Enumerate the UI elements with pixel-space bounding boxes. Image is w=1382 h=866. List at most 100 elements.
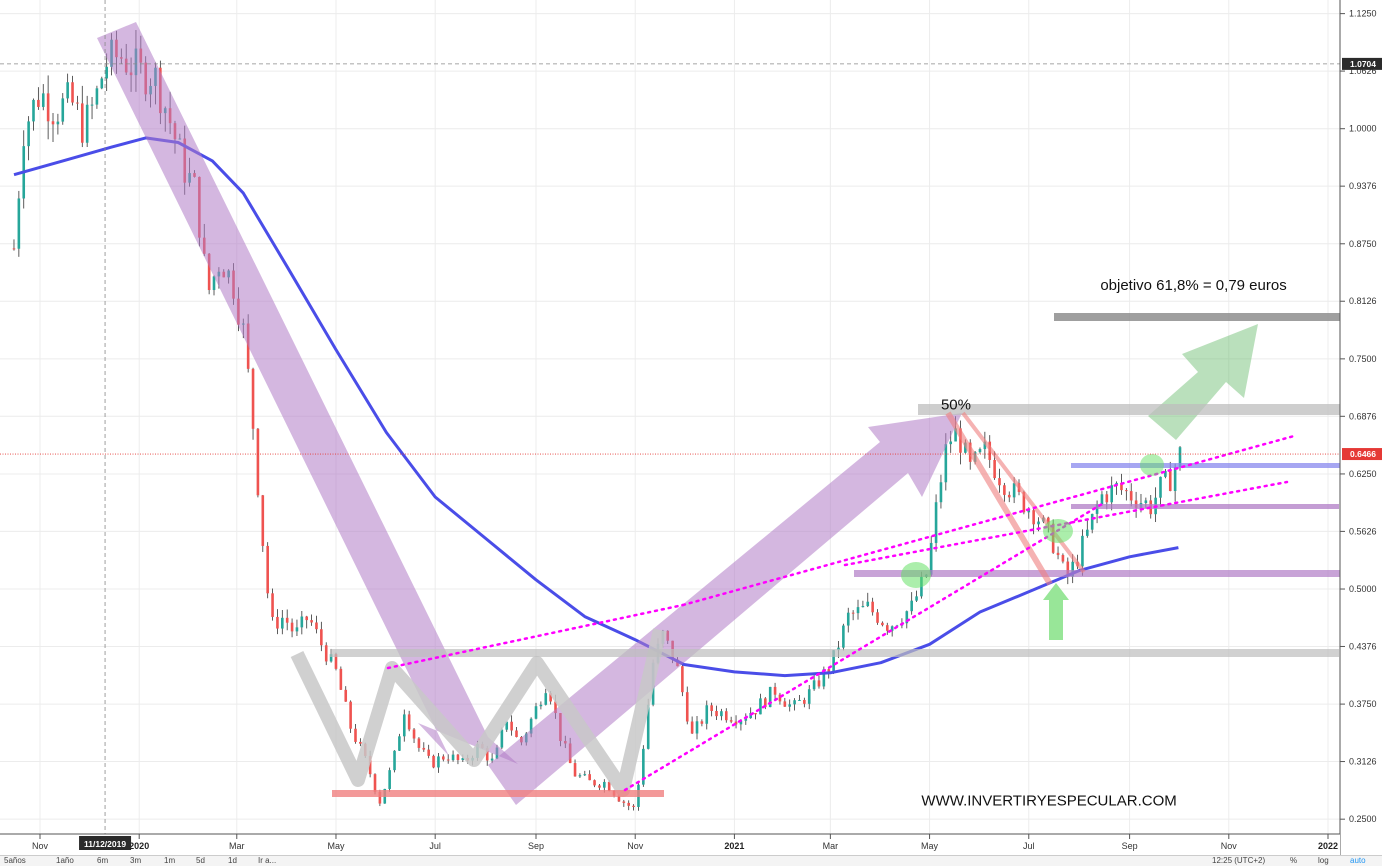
- candle-body: [681, 666, 684, 693]
- period-1d-button[interactable]: 1d: [228, 856, 237, 865]
- candle-body: [783, 701, 787, 707]
- candle-body: [998, 478, 1001, 486]
- highlight-circle-3: [1140, 454, 1164, 476]
- candle-body: [734, 721, 738, 725]
- candle-body: [1110, 485, 1114, 503]
- candle-body: [256, 428, 260, 496]
- candle-body: [310, 620, 313, 623]
- candle-body: [490, 758, 494, 761]
- candle-body: [461, 758, 465, 761]
- candle-body: [954, 428, 957, 442]
- goto-date-button[interactable]: Ir a...: [258, 856, 277, 865]
- candle-body: [695, 721, 699, 734]
- candle-body: [978, 449, 982, 453]
- candle-body: [1066, 561, 1070, 577]
- y-tick-label: 0.5000: [1349, 584, 1377, 594]
- candle-body: [881, 622, 884, 626]
- candle-body: [105, 66, 108, 79]
- candle-body: [798, 699, 801, 701]
- candle-body: [851, 612, 855, 614]
- candle-body: [261, 495, 265, 546]
- candle-body: [359, 741, 362, 744]
- candle-body: [368, 755, 372, 775]
- candle-body: [949, 441, 953, 445]
- y-tick-label: 0.3750: [1349, 699, 1377, 709]
- x-tick-label: Sep: [528, 841, 544, 851]
- candle-body: [724, 711, 728, 721]
- candle-body: [861, 606, 865, 608]
- candle-body: [56, 121, 60, 125]
- auto-scale-button[interactable]: auto: [1350, 856, 1366, 865]
- clock-label: 12:25 (UTC+2): [1212, 856, 1266, 865]
- period-6m-button[interactable]: 6m: [97, 856, 109, 865]
- x-tick-label: Nov: [1221, 841, 1238, 851]
- candle-body: [1022, 491, 1026, 513]
- candle-body: [510, 721, 513, 731]
- candle-body: [271, 593, 274, 617]
- x-tick-label: Jul: [1023, 841, 1035, 851]
- candle-body: [744, 718, 748, 721]
- candle-body: [373, 774, 377, 792]
- x-tick-label: May: [921, 841, 939, 851]
- log-scale-button[interactable]: log: [1318, 856, 1329, 865]
- candle-body: [76, 102, 79, 104]
- resistance-50-bar: [918, 404, 1348, 415]
- period-5d-button[interactable]: 5d: [196, 856, 205, 865]
- candle-body: [578, 775, 582, 777]
- period-1m-button[interactable]: 1m: [164, 856, 176, 865]
- x-tick-label: 2020: [129, 841, 149, 851]
- candle-body: [212, 276, 216, 291]
- crosshair-price-label: 1.0704: [1350, 59, 1376, 69]
- support-050-bar: [854, 570, 1343, 577]
- candle-body: [1164, 471, 1167, 477]
- candle-body: [349, 701, 352, 729]
- downtrend-arrow: [97, 22, 518, 764]
- candle-body: [700, 721, 704, 724]
- candle-body: [422, 747, 426, 750]
- candle-body: [583, 774, 587, 776]
- candle-body: [1173, 467, 1177, 491]
- x-tick-label: Nov: [627, 841, 644, 851]
- x-tick-label: Nov: [32, 841, 49, 851]
- period-3m-button[interactable]: 3m: [130, 856, 142, 865]
- candle-body: [388, 770, 391, 789]
- y-tick-label: 0.9376: [1349, 181, 1377, 191]
- crosshair-price-box: [1342, 57, 1382, 70]
- candle-body: [607, 781, 611, 791]
- candle-body: [61, 98, 65, 122]
- candle-body: [622, 801, 626, 803]
- x-tick-label: Mar: [229, 841, 245, 851]
- highlight-circle-1: [901, 562, 931, 588]
- candle-body: [412, 729, 416, 739]
- candle-body: [539, 704, 543, 707]
- candle-body: [305, 616, 309, 621]
- candle-body: [793, 700, 796, 705]
- candle-body: [1012, 483, 1016, 498]
- candle-body: [603, 781, 606, 788]
- x-axis-panel: [0, 834, 1340, 855]
- y-tick-label: 0.8126: [1349, 296, 1377, 306]
- candle-body: [80, 103, 84, 143]
- candle-body: [885, 625, 889, 631]
- y-tick-label: 1.0000: [1349, 124, 1377, 134]
- candle-body: [812, 680, 816, 690]
- candle-body: [822, 669, 826, 687]
- candle-body: [617, 795, 621, 802]
- percent-scale-button[interactable]: %: [1290, 856, 1298, 865]
- candle-body: [817, 680, 821, 687]
- x-tick-label: 2022: [1318, 841, 1338, 851]
- neckline-bar: [330, 649, 1339, 657]
- candle-body: [95, 88, 99, 105]
- candle-body: [37, 99, 40, 107]
- candle-body: [627, 802, 631, 806]
- candle-body: [66, 82, 69, 99]
- candle-body: [832, 650, 835, 672]
- candle-body: [939, 482, 943, 503]
- period-1y-button[interactable]: 1año: [56, 856, 74, 865]
- period-5y-button[interactable]: 5años: [4, 856, 26, 865]
- target-level-bar: [1054, 313, 1344, 321]
- candle-body: [866, 601, 870, 607]
- candle-body: [1129, 491, 1133, 501]
- candle-body: [295, 627, 299, 632]
